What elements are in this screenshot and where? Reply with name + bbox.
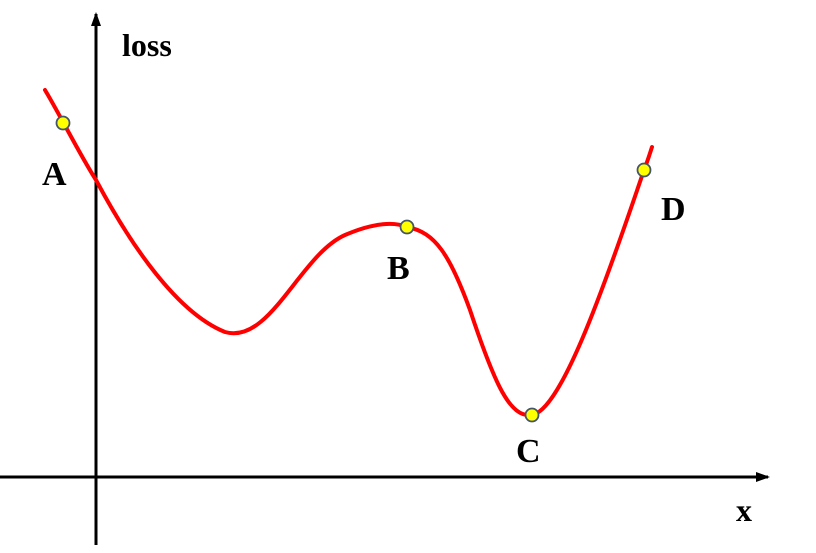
point-a-label: A bbox=[42, 156, 67, 193]
point-d-label: D bbox=[661, 191, 686, 228]
y-axis-label: loss bbox=[122, 27, 172, 63]
point-b-marker bbox=[399, 219, 415, 235]
loss-curve bbox=[43, 88, 654, 418]
point-a-marker bbox=[55, 115, 71, 131]
point-d-marker bbox=[636, 162, 652, 178]
point-b-label: B bbox=[387, 250, 410, 287]
point-c-marker bbox=[524, 407, 540, 423]
x-axis-label: x bbox=[736, 492, 752, 528]
point-c-label: C bbox=[516, 433, 541, 470]
